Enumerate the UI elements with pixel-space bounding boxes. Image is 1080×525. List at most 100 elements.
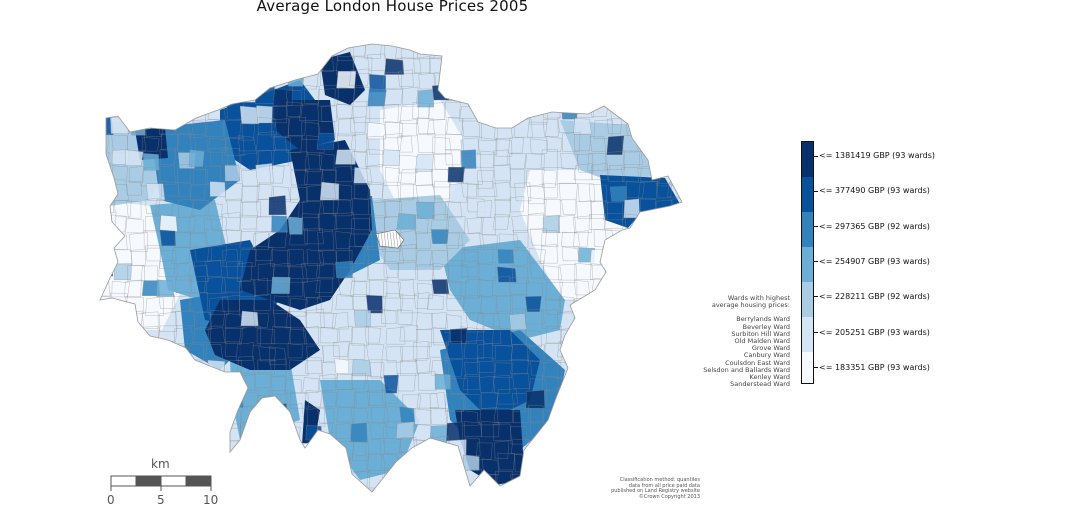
ward-polygon [273,309,292,328]
ward-polygon [350,133,368,152]
ward-polygon [495,74,514,91]
ward-polygon [588,393,607,412]
ward-polygon [656,457,674,475]
ward-polygon [399,406,417,423]
ward-polygon [652,55,670,72]
ward-polygon [608,426,625,442]
ward-polygon [636,102,655,119]
ward-polygon [573,163,593,181]
ward-name: Old Malden Ward [734,337,790,346]
ward-polygon [526,281,543,298]
ward-polygon [238,456,257,475]
city-hatch-line [389,231,393,248]
ward-polygon [465,69,484,86]
ward-polygon [492,423,512,441]
ward-polygon [336,44,355,61]
ward-polygon [480,217,496,235]
ward-polygon [100,394,112,410]
ward-polygon [286,470,304,486]
ward-polygon [188,119,207,138]
ward-polygon [669,105,682,123]
ward-polygon [209,44,228,54]
ward-polygon [529,260,545,279]
ward-polygon [141,311,159,329]
ward-polygon [173,89,194,107]
ward-polygon [477,44,495,59]
ward-polygon [191,198,210,216]
ward-polygon [349,68,369,86]
ward-polygon [476,199,492,218]
ward-polygon [509,100,528,119]
ward-polygon [574,262,593,280]
ward-polygon [334,358,349,374]
legend-label-3: <= 297365 GBP (92 wards) [819,222,930,231]
city-of-london-area [375,229,405,249]
ward-polygon [257,57,276,74]
ward-polygon [400,346,418,362]
ward-polygon [559,182,578,201]
ward-polygon [253,69,269,88]
ward-polygon [190,391,210,409]
ward-polygon [189,184,206,201]
ward-polygon [255,163,274,184]
legend-tick [814,296,818,297]
ward-polygon [623,198,640,219]
ward-polygon [397,261,417,280]
ward-polygon [269,358,287,378]
ward-polygon [639,69,658,85]
ward-polygon [463,56,482,73]
ward-polygon [667,56,682,73]
ward-polygon [399,243,417,261]
ward-polygon [512,90,529,106]
ward-polygon [656,216,677,234]
ward-polygon [126,86,146,105]
ward-polygon [525,296,542,312]
ward-polygon [187,409,205,428]
ward-polygon [621,167,639,183]
ward-polygon [510,343,530,361]
ward-polygon [129,485,146,492]
ward-polygon [272,88,293,106]
ward-polygon [625,345,643,361]
ward-polygon [350,422,368,443]
ward-polygon [125,149,144,166]
ward-polygon [541,376,559,392]
ward-polygon [432,262,450,280]
ward-polygon [173,421,191,437]
ward-polygon [413,340,429,361]
ward-polygon [622,54,638,71]
scale-tick-label: 5 [157,493,165,507]
ward-polygon [251,425,269,442]
ward-polygon [145,391,163,408]
ward-polygon [318,262,335,280]
ward-polygon [270,375,286,395]
ward-polygon [495,296,511,314]
ward-polygon [415,153,434,172]
ward-polygon [540,149,558,168]
ward-polygon [657,421,677,441]
ward-polygon [514,182,532,202]
ward-polygon [207,73,225,89]
ward-polygon [543,55,560,72]
ward-polygon [446,294,464,311]
ward-polygon [252,231,269,250]
ward-polygon [352,198,369,215]
ward-polygon [336,133,356,151]
ward-polygon [413,56,431,74]
ward-polygon [235,342,254,361]
ward-polygon [287,216,303,235]
ward-polygon [546,136,563,152]
legend-tick [814,261,818,262]
ward-polygon [589,438,609,456]
ward-polygon [541,169,557,188]
scale-tick-label: 0 [107,493,115,507]
ward-polygon [239,249,257,267]
source-credit: Classification method: quantiles data fr… [560,477,700,500]
ward-polygon [100,309,116,329]
ward-polygon [399,325,419,342]
ward-polygon [539,244,558,264]
ward-polygon [125,374,143,390]
ward-polygon [255,372,271,389]
ward-polygon [482,325,502,344]
ward-polygon [573,215,592,233]
